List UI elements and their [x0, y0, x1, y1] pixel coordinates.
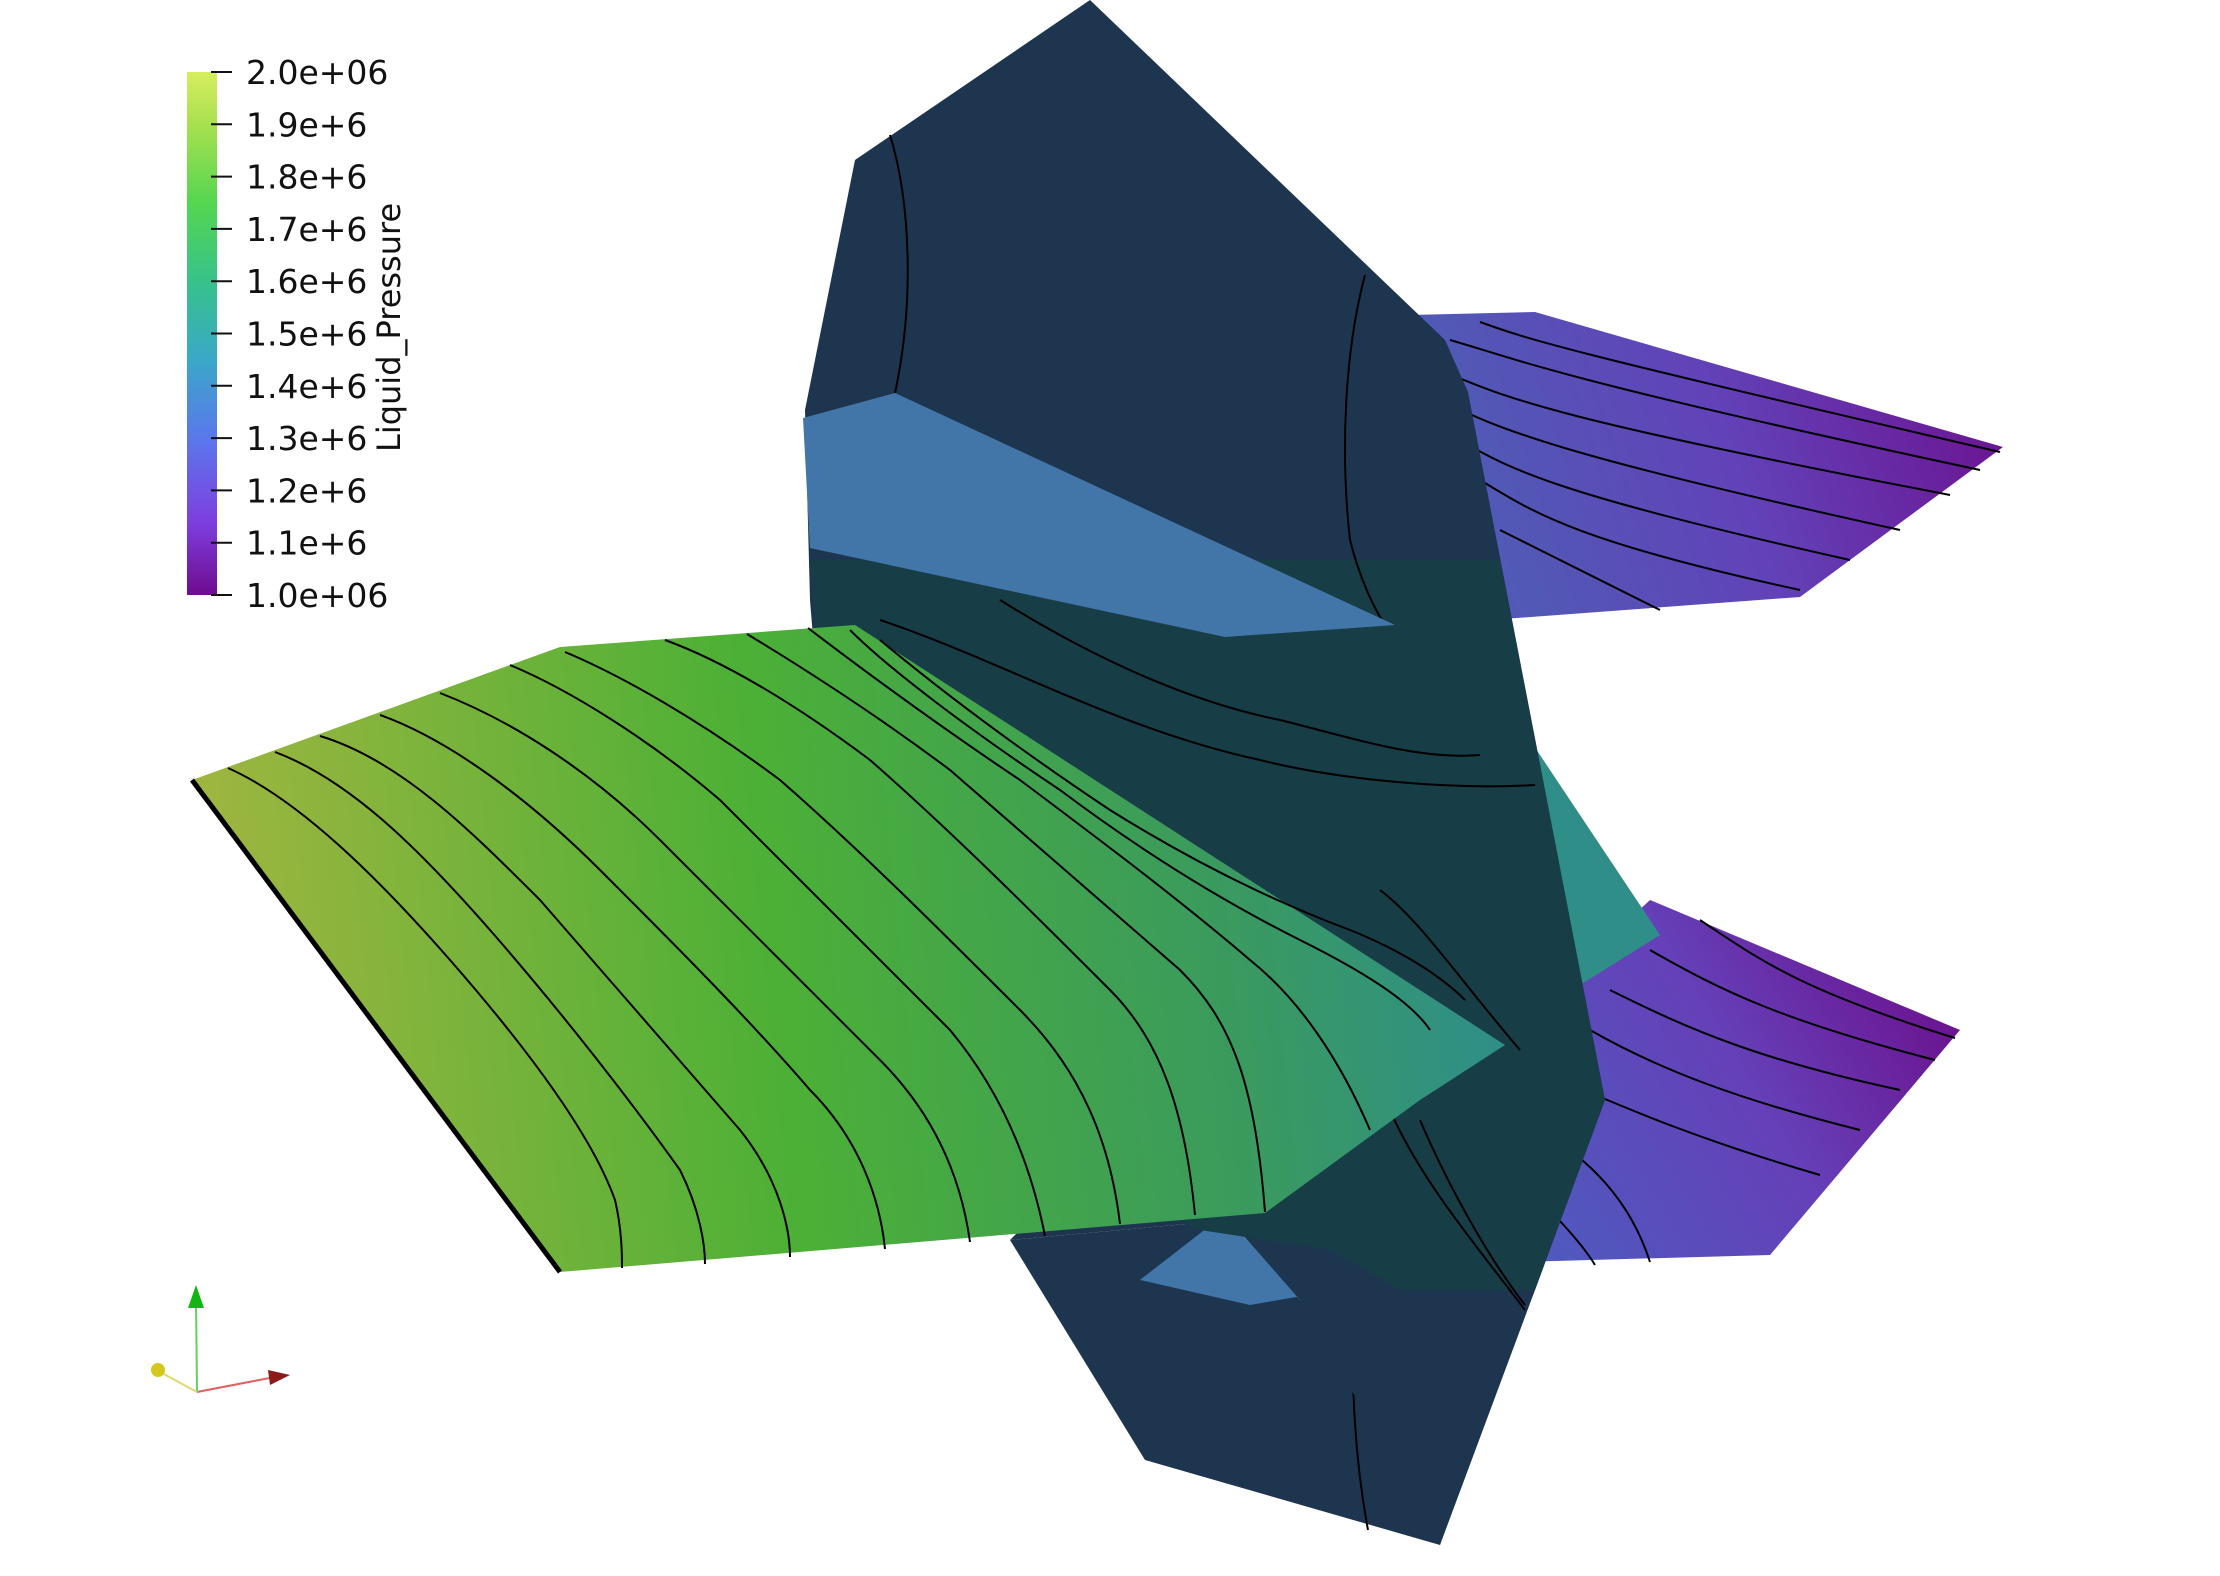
- y-axis-line: [195, 1299, 198, 1393]
- y-axis-arrow: [188, 1285, 204, 1308]
- scalar-bar-ticks: 2.0e+06 1.9e+6 1.8e+6 1.7e+6 1.6e+6 1.5e+6 1.4…: [211, 53, 388, 615]
- scalar-bar-label: 1.0e+06: [246, 576, 388, 615]
- x-axis-line: [196, 1375, 281, 1393]
- scalar-bar-label: 1.9e+6: [246, 105, 367, 144]
- z-axis-line: [159, 1371, 198, 1393]
- scalar-bar-label: 1.4e+6: [246, 367, 367, 406]
- scalar-bar-label: 1.2e+6: [246, 471, 367, 510]
- scalar-bar-label: 1.7e+6: [246, 210, 367, 249]
- x-axis-arrow: [268, 1370, 290, 1385]
- scalar-bar-label: 1.8e+6: [246, 158, 367, 197]
- scalar-bar-label: 1.1e+6: [246, 524, 367, 563]
- upper-fracture-edge-face: [803, 393, 1395, 637]
- orientation-axes: [151, 1285, 290, 1393]
- z-axis-arrow: [151, 1363, 165, 1377]
- scalar-bar: 2.0e+06 1.9e+6 1.8e+6 1.7e+6 1.6e+6 1.5e+6 1.4…: [187, 53, 408, 615]
- scalar-bar-title: Liquid_Pressure: [370, 203, 408, 452]
- green-fracture-plate: [189, 625, 1505, 1274]
- scalar-bar-label: 2.0e+06: [246, 53, 388, 92]
- scalar-bar-label: 1.6e+6: [246, 262, 367, 301]
- scalar-bar-label: 1.5e+6: [246, 315, 367, 354]
- scalar-bar-label: 1.3e+6: [246, 419, 367, 458]
